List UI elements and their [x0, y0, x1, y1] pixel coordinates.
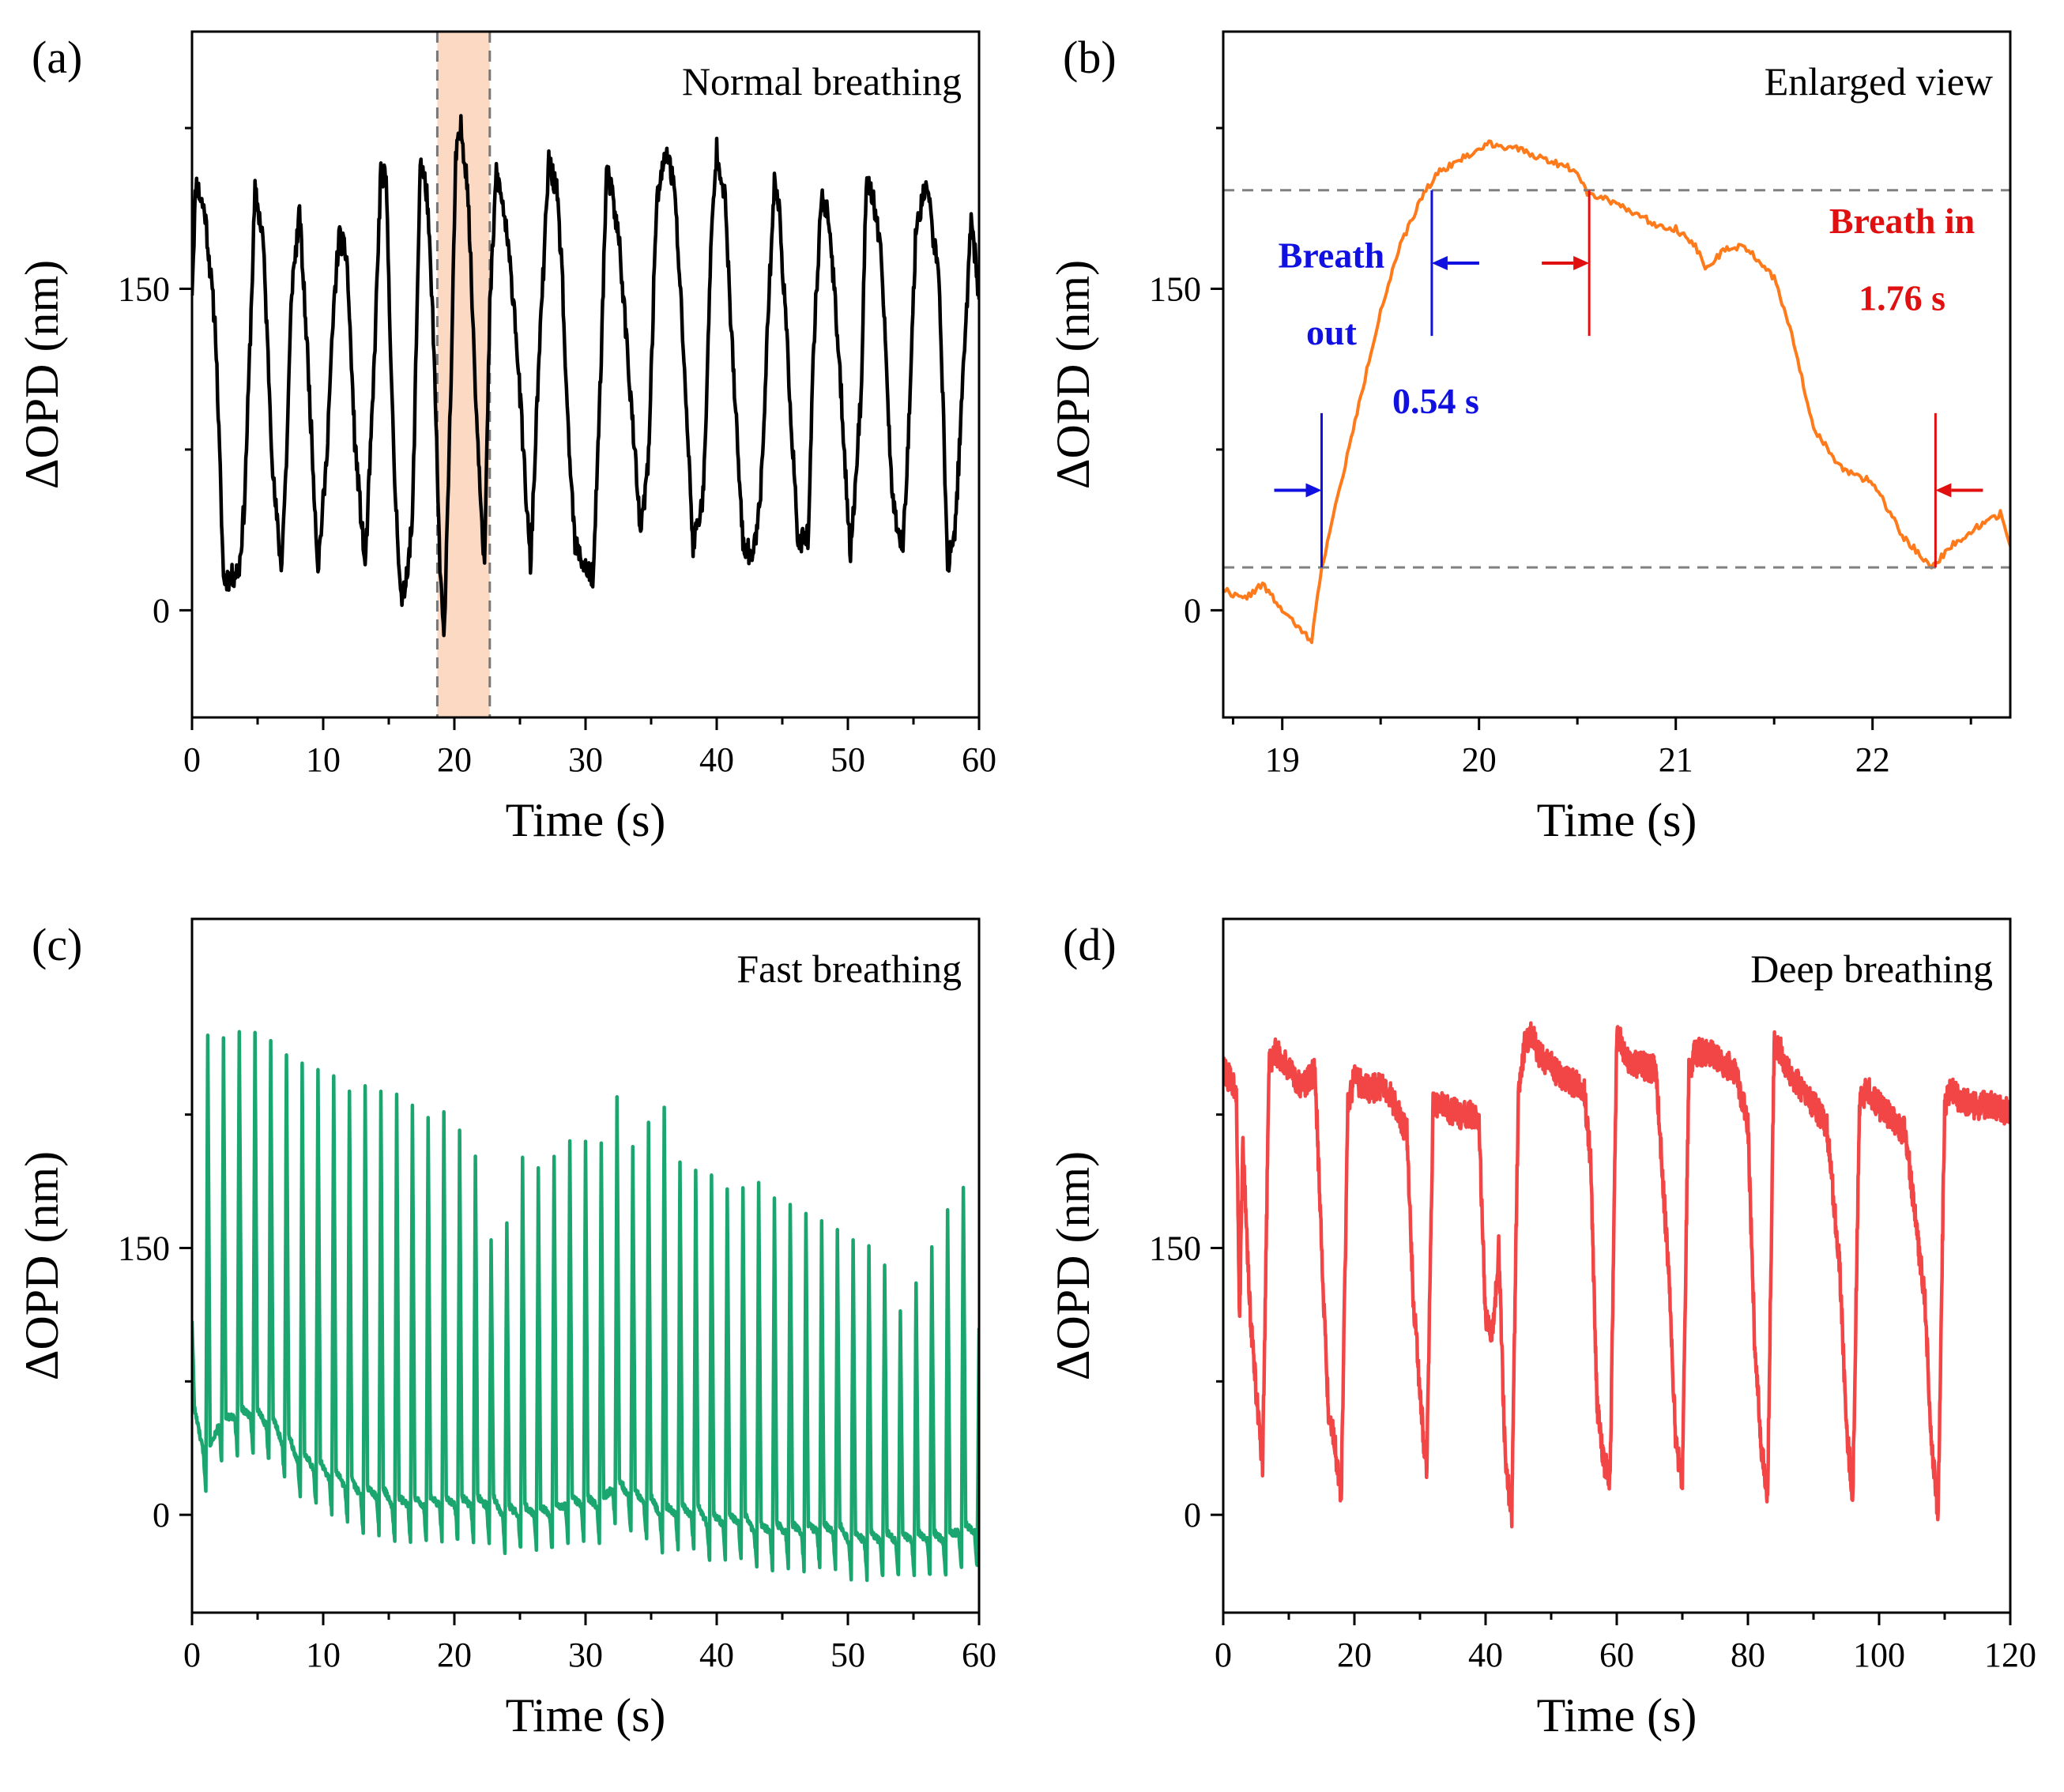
panel-label: (b) — [1063, 32, 1117, 83]
panel-c-fast-breathing: 0 10 20 30 40 50 60 0 150 Time (s) ΔOPD (nm) (c) Fas… — [16, 917, 996, 1741]
x-tick-label: 40 — [1468, 1636, 1503, 1674]
panel-label: (a) — [32, 32, 82, 83]
x-tick-label: 30 — [568, 740, 603, 779]
annotation-breath-out-time: 0.54 s — [1392, 381, 1479, 421]
panel-a-normal-breathing: 0 10 20 30 40 50 60 0 150 Time (s) ΔOPD (nm) (a) Nor… — [16, 30, 996, 846]
data-line — [1223, 139, 2010, 645]
panel-title: Fast breathing — [736, 947, 962, 991]
y-tick-label: 150 — [1149, 270, 1201, 309]
panel-label: (c) — [32, 919, 82, 970]
x-tick-label: 20 — [437, 1636, 472, 1674]
plot-frame — [1222, 30, 2012, 719]
y-tick-label: 0 — [153, 591, 170, 630]
y-tick-label: 150 — [118, 1229, 170, 1267]
x-tick-label: 19 — [1265, 740, 1300, 779]
x-tick-label: 0 — [183, 1636, 201, 1674]
data-line — [192, 1030, 979, 1583]
panel-b-enlarged-view: Breath out 0.54 s Breath in 1.76 s 19 20 21 22 0 1… — [1047, 30, 2012, 846]
panel-title: Deep breathing — [1750, 947, 1993, 991]
annotation-breath-out-label-2: out — [1306, 312, 1358, 352]
x-tick-label: 120 — [1984, 1636, 2036, 1674]
x-axis-label: Time (s) — [506, 1689, 666, 1741]
y-tick-label: 150 — [1149, 1229, 1201, 1267]
x-tick-label: 60 — [1599, 1636, 1634, 1674]
data-line — [192, 114, 979, 638]
plot-frame — [1222, 917, 2012, 1614]
x-tick-label: 21 — [1659, 740, 1693, 779]
x-axis-label: Time (s) — [506, 794, 666, 846]
x-tick-label: 10 — [306, 1636, 341, 1674]
y-axis-label: ΔOPD (nm) — [1047, 1151, 1099, 1380]
annotation-breath-in-label: Breath in — [1829, 201, 1975, 241]
y-axis-label: ΔOPD (nm) — [16, 1151, 68, 1380]
data-line — [1223, 1021, 2010, 1529]
panel-title: Enlarged view — [1765, 59, 1993, 104]
annotation-breath-out-label: Breath — [1279, 235, 1385, 275]
y-tick-label: 150 — [118, 270, 170, 309]
arrow-head — [1935, 483, 1952, 498]
y-tick-label: 0 — [1184, 591, 1201, 630]
y-axis-label: ΔOPD (nm) — [1047, 260, 1099, 489]
x-tick-label: 100 — [1853, 1636, 1905, 1674]
panel-title: Normal breathing — [682, 59, 962, 104]
x-axis-label: Time (s) — [1537, 794, 1697, 846]
arrow-head — [1573, 255, 1590, 270]
x-tick-label: 30 — [568, 1636, 603, 1674]
arrow-head — [1305, 483, 1322, 498]
arrow-head — [1431, 255, 1448, 270]
x-tick-label: 60 — [962, 740, 996, 779]
x-tick-label: 0 — [1215, 1636, 1232, 1674]
x-axis-label: Time (s) — [1537, 1689, 1697, 1741]
x-tick-label: 80 — [1731, 1636, 1765, 1674]
x-tick-label: 10 — [306, 740, 341, 779]
panel-label: (d) — [1063, 919, 1117, 970]
x-tick-label: 20 — [437, 740, 472, 779]
x-tick-label: 50 — [830, 1636, 865, 1674]
annotation-breath-in-time: 1.76 s — [1859, 278, 1945, 318]
y-tick-label: 0 — [153, 1496, 170, 1534]
x-tick-label: 22 — [1855, 740, 1890, 779]
x-tick-label: 20 — [1462, 740, 1497, 779]
x-tick-label: 40 — [699, 1636, 734, 1674]
panel-d-deep-breathing: 0 20 40 60 80 100 120 0 150 Time (s) ΔOPD (nm) (d) D… — [1047, 917, 2036, 1741]
x-tick-label: 0 — [183, 740, 201, 779]
x-tick-label: 60 — [962, 1636, 996, 1674]
x-tick-label: 20 — [1337, 1636, 1372, 1674]
x-tick-label: 40 — [699, 740, 734, 779]
x-tick-label: 50 — [830, 740, 865, 779]
y-axis-label: ΔOPD (nm) — [16, 260, 68, 489]
y-tick-label: 0 — [1184, 1496, 1201, 1534]
